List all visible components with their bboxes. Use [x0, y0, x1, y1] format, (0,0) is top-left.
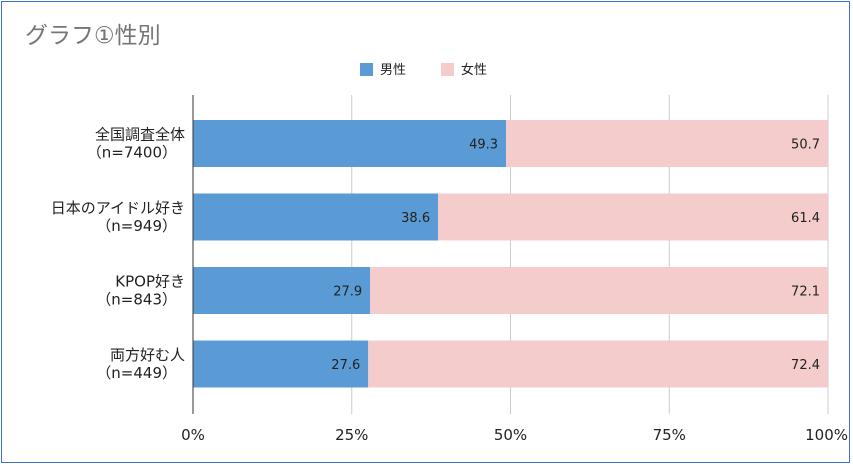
bar-0-2 [193, 267, 371, 314]
category-sublabel-1: （n=949） [96, 217, 177, 235]
bar-1-3 [368, 340, 828, 388]
category-label-2: KPOP好き [115, 273, 185, 291]
category-sublabel-2: （n=843） [96, 291, 177, 309]
x-tick-label-1: 25% [335, 426, 368, 444]
bar-0-0 [193, 120, 507, 167]
category-sublabel-0: （n=7400） [87, 144, 177, 162]
legend: 男性 女性 [360, 62, 487, 78]
bar-1-0 [506, 120, 828, 167]
legend-label-1: 女性 [461, 62, 487, 78]
legend-swatch-1 [441, 63, 454, 76]
bar-value-label-1-2: 72.1 [791, 285, 820, 300]
bar-value-label-1-3: 72.4 [791, 358, 820, 373]
bar-0-3 [193, 340, 369, 388]
legend-swatch-0 [360, 63, 373, 76]
legend-label-0: 男性 [380, 63, 406, 78]
x-tick-label-0: 0% [181, 426, 205, 444]
category-label-1: 日本のアイドル好き [51, 199, 185, 217]
bar-value-label-0-3: 27.6 [331, 358, 360, 373]
bar-value-label-1-0: 50.7 [791, 138, 820, 153]
category-label-0: 全国調査全体 [95, 126, 185, 144]
category-label-3: 両方好む人 [110, 346, 185, 364]
bar-value-label-0-0: 49.3 [469, 138, 498, 153]
bar-1-2 [370, 267, 828, 314]
x-tick-labels: 0% 25% 50% 75% 100% [181, 426, 848, 444]
bars: 49.3 50.7 38.6 61.4 27.9 72.1 27.6 72.4 [193, 120, 828, 388]
bar-value-label-0-2: 27.9 [333, 285, 362, 300]
category-sublabel-3: （n=449） [96, 364, 177, 382]
chart-title: グラフ①性別 [25, 23, 161, 49]
bar-0-1 [193, 193, 439, 241]
x-tick-label-3: 75% [653, 426, 686, 444]
x-tick-label-2: 50% [494, 426, 527, 444]
bar-1-1 [438, 193, 828, 241]
category-labels: 全国調査全体（n=7400） 日本のアイドル好き（n=949） KPOP好き（n=8… [51, 126, 185, 383]
bar-value-label-1-1: 61.4 [791, 211, 820, 226]
x-tick-label-4: 100% [805, 426, 848, 444]
bar-value-label-0-1: 38.6 [401, 211, 430, 226]
